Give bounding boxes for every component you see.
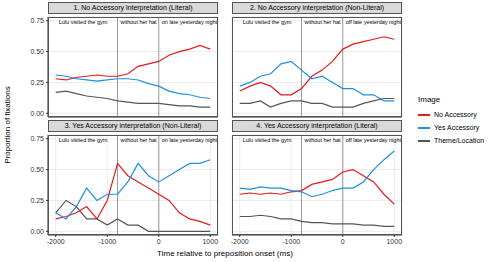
html-text:Theme/Location: Theme/Location: [434, 137, 485, 144]
html-text:3. Yes Accessory interpretatio: 3. Yes Accessory interpretation (Non-Lit…: [64, 122, 202, 129]
html-text:4. Yes Accessory interpretatio: 4. Yes Accessory interpretation (Literal…: [256, 122, 378, 129]
svg-text:on late yesterday night: on late yesterday night: [162, 137, 218, 143]
svg-text:0.75: 0.75: [30, 135, 44, 142]
html-text:1. No Accessory interpretation: 1. No Accessory interpretation (Literal): [73, 4, 193, 11]
svg-text:without her hat: without her hat: [120, 19, 158, 25]
svg-text:1000: 1000: [386, 238, 402, 245]
svg-text:Lulu visited the gym: Lulu visited the gym: [59, 137, 108, 143]
html-text:Time relative to preposition o: Time relative to preposition onset (ms): [157, 249, 293, 258]
svg-text:0.50: 0.50: [30, 166, 44, 173]
html-text:Yes Accessory: Yes Accessory: [434, 124, 480, 131]
svg-text:0.00: 0.00: [30, 110, 44, 117]
svg-text:without her hat: without her hat: [304, 137, 342, 143]
html-text:No Accessory: No Accessory: [434, 111, 477, 118]
svg-text:0.25: 0.25: [30, 79, 44, 86]
svg-text:without her hat: without her hat: [120, 137, 158, 143]
svg-text:Lulu visited the gym: Lulu visited the gym: [243, 19, 292, 25]
svg-text:0: 0: [341, 238, 345, 245]
svg-text:-1000: -1000: [282, 238, 300, 245]
svg-text:0.75: 0.75: [30, 17, 44, 24]
svg-text:off late yesterday night: off late yesterday night: [346, 19, 402, 25]
svg-text:0: 0: [157, 238, 161, 245]
svg-text:1000: 1000: [202, 238, 218, 245]
svg-text:-2000: -2000: [231, 238, 249, 245]
svg-text:0.00: 0.00: [30, 228, 44, 235]
html-text:Image: Image: [418, 95, 441, 104]
svg-text:Lulu visited the gym: Lulu visited the gym: [243, 137, 292, 143]
svg-text:off late yesterday night: off late yesterday night: [346, 137, 402, 143]
html-text:2. No Accessory interpretation: 2. No Accessory interpretation (Non-Lite…: [249, 4, 385, 11]
svg-text:-1000: -1000: [98, 238, 116, 245]
svg-text:-2000: -2000: [47, 238, 65, 245]
svg-text:on late yesterday night: on late yesterday night: [162, 19, 218, 25]
svg-text:Lulu visited the gym: Lulu visited the gym: [59, 19, 108, 25]
svg-text:0.50: 0.50: [30, 48, 44, 55]
svg-text:without her hat: without her hat: [304, 19, 342, 25]
svg-text:0.25: 0.25: [30, 197, 44, 204]
svg-text:Proportion of fixations: Proportion of fixations: [8, 86, 12, 163]
